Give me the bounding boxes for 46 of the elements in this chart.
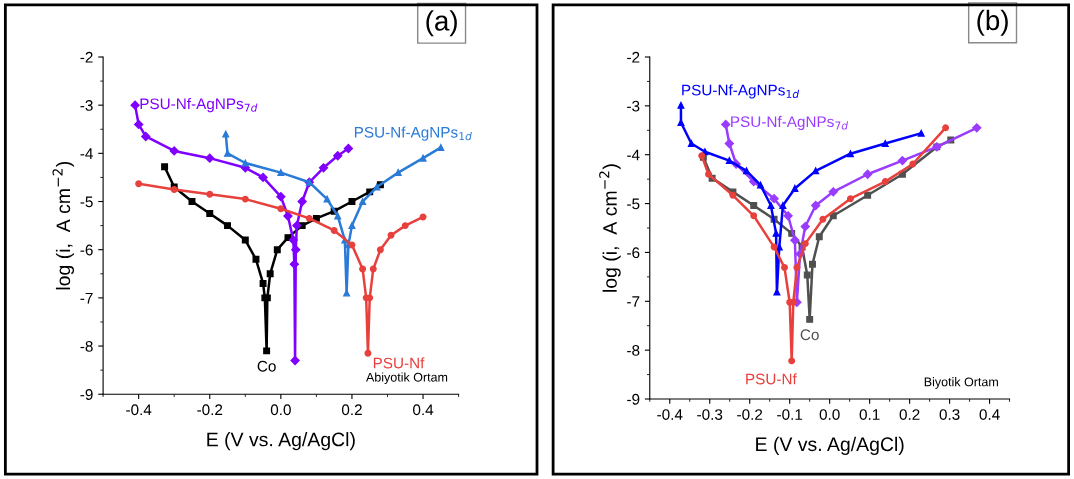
series-label: PSU-Nf xyxy=(746,373,797,385)
x-tick-label: 0.4 xyxy=(979,409,1000,420)
series-label: PSU-Nf-AgNPs$_{7d}$ xyxy=(731,115,849,131)
series-label: PSU-Nf-AgNPs$_{7d}$ xyxy=(140,97,258,113)
y-tick-label: -4 xyxy=(80,148,93,159)
y-tick-label: -2 xyxy=(80,51,93,63)
chart-title: (b) xyxy=(977,9,1008,36)
y-tick-label: -9 xyxy=(80,389,93,400)
chart-title: (a) xyxy=(426,10,457,37)
y-tick-label: -5 xyxy=(80,196,93,208)
y-tick-label: -7 xyxy=(80,292,93,304)
y-tick-label: -3 xyxy=(627,100,640,112)
annotation: Abiyotik Ortam xyxy=(366,372,448,385)
x-tick-label: -0.2 xyxy=(737,409,763,420)
y-axis-title: log (i, A cm$^{−2}$) xyxy=(599,164,621,292)
x-tick-label: -0.4 xyxy=(126,404,152,416)
y-tick-label: -5 xyxy=(627,198,640,210)
y-axis-title: log (i, A cm$^{−2}$) xyxy=(52,161,75,290)
x-axis-title: E (V vs. Ag/AgCl) xyxy=(756,436,904,455)
series-label: Co xyxy=(800,329,819,341)
y-tick-label: -4 xyxy=(627,149,640,161)
x-tick-label: 0.1 xyxy=(859,409,880,420)
y-tick-label: -6 xyxy=(80,244,93,256)
x-tick-label: -0.1 xyxy=(777,409,803,420)
x-tick-label: 0.2 xyxy=(899,409,920,420)
series-label: Co xyxy=(257,360,276,372)
x-axis-title: E (V vs. Ag/AgCl) xyxy=(207,432,355,451)
y-tick-label: -2 xyxy=(627,51,640,63)
y-tick-label: -7 xyxy=(627,296,640,307)
x-tick-label: 0.2 xyxy=(341,404,362,416)
x-tick-label: 0.0 xyxy=(819,409,840,420)
x-tick-label: -0.2 xyxy=(197,404,223,416)
y-tick-label: -6 xyxy=(627,247,640,259)
series-label: PSU-Nf-AgNPs$_{1d}$ xyxy=(682,84,800,99)
x-tick-label: 0.4 xyxy=(413,404,434,416)
series-label: PSU-Nf-AgNPs$_{1d}$ xyxy=(354,126,472,141)
x-tick-label: 0.0 xyxy=(270,404,291,416)
y-tick-label: -8 xyxy=(80,340,93,352)
annotation: Biyotik Ortam xyxy=(924,377,998,389)
y-tick-label: -9 xyxy=(627,393,640,405)
x-tick-label: -0.3 xyxy=(697,409,723,420)
y-tick-label: -3 xyxy=(80,100,93,111)
x-tick-label: -0.4 xyxy=(657,409,683,420)
y-tick-label: -8 xyxy=(627,345,640,356)
series-label: PSU-Nf xyxy=(373,357,425,369)
x-tick-label: 0.3 xyxy=(939,409,960,420)
